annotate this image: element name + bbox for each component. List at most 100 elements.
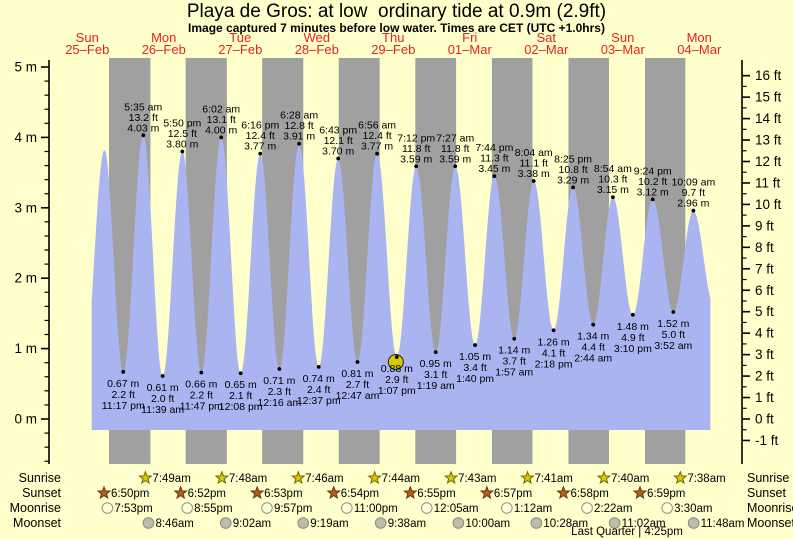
moonset-icon bbox=[452, 517, 465, 529]
low-tide-label: 1.52 m bbox=[657, 318, 689, 330]
low-tide-label: 2:44 am bbox=[574, 353, 612, 365]
low-tide-label: 2.2 ft bbox=[190, 390, 213, 402]
moonrise-icon bbox=[581, 502, 593, 514]
astro-time-label: 6:57pm bbox=[494, 488, 532, 500]
high-tide-label: 7:12 pm bbox=[397, 132, 435, 144]
day-date-label: 25–Feb bbox=[65, 42, 109, 57]
moonset-icon bbox=[219, 517, 232, 529]
low-tide-label: 1.26 m bbox=[538, 336, 570, 348]
sunrise-icon bbox=[520, 470, 535, 485]
moonrise-icon bbox=[341, 502, 353, 514]
low-tide-dot bbox=[671, 310, 676, 314]
day-name-label: Tue bbox=[229, 30, 251, 45]
low-tide-label: 11:17 pm bbox=[102, 400, 145, 412]
right-tick-label: 11 ft bbox=[755, 175, 781, 190]
high-tide-label: 6:16 pm bbox=[241, 120, 279, 132]
low-tide-label: 1.48 m bbox=[617, 321, 649, 333]
low-tide-dot bbox=[473, 343, 477, 347]
low-tide-dot bbox=[355, 360, 360, 364]
moonset-icon bbox=[530, 517, 543, 529]
right-tick-label: 14 ft bbox=[755, 111, 782, 126]
astro-time-label: 10:00am bbox=[465, 518, 510, 530]
high-tide-label: 12.1 ft bbox=[324, 135, 353, 147]
high-tide-label: 11.3 ft bbox=[480, 153, 508, 165]
right-tick-label: 1 ft bbox=[755, 390, 774, 405]
moonset-icon bbox=[297, 517, 310, 529]
high-tide-label: 6:02 am bbox=[202, 103, 240, 115]
day-date-label: 03–Mar bbox=[601, 42, 646, 57]
astro-time-label: 6:52pm bbox=[188, 488, 226, 500]
high-tide-label: 5:50 pm bbox=[163, 117, 201, 129]
moonrise-icon bbox=[101, 502, 114, 514]
high-tide-dot bbox=[610, 195, 615, 200]
astro-time-label: 7:49am bbox=[152, 473, 190, 485]
sunset-icon bbox=[96, 485, 112, 500]
day-name-label: Mon bbox=[151, 30, 176, 45]
left-tick-label: 1 m bbox=[14, 341, 37, 356]
moonrise-icon bbox=[501, 502, 513, 514]
low-tide-label: 3:10 pm bbox=[614, 343, 652, 355]
sunset-icon bbox=[173, 485, 188, 500]
moonrise-icon bbox=[261, 502, 273, 514]
high-tide-label: 8:04 am bbox=[515, 147, 553, 159]
astro-time-label: 12:05am bbox=[434, 503, 479, 515]
low-tide-dot bbox=[238, 371, 243, 376]
astro-row-label-left: Moonrise bbox=[10, 501, 61, 515]
astro-time-label: 6:55pm bbox=[417, 488, 455, 500]
high-tide-label: 6:28 am bbox=[280, 110, 318, 122]
high-tide-label: 2.96 m bbox=[677, 198, 709, 210]
high-tide-label: 11.8 ft bbox=[441, 143, 469, 155]
high-tide-dot bbox=[258, 151, 263, 156]
low-tide-label: 4.4 ft bbox=[582, 342, 605, 354]
high-tide-label: 10.2 ft bbox=[638, 176, 667, 188]
high-tide-dot bbox=[180, 149, 185, 154]
day-date-label: 02–Mar bbox=[524, 42, 569, 57]
sunset-icon bbox=[556, 485, 571, 500]
low-tide-label: 2.7 ft bbox=[346, 379, 369, 391]
astro-time-label: 6:54pm bbox=[341, 488, 379, 500]
sunset-icon bbox=[326, 485, 341, 500]
astro-time-label: 8:46am bbox=[155, 518, 193, 530]
high-tide-label: 3.70 m bbox=[322, 146, 354, 158]
moonset-icon bbox=[374, 517, 387, 529]
high-tide-label: 8:54 am bbox=[594, 163, 632, 175]
high-tide-dot bbox=[571, 185, 575, 190]
astro-time-label: 6:59pm bbox=[647, 488, 685, 500]
low-tide-label: 2.4 ft bbox=[307, 384, 330, 396]
astro-row-label-left: Sunrise bbox=[19, 471, 61, 485]
high-tide-label: 10.3 ft bbox=[598, 174, 627, 186]
high-tide-dot bbox=[336, 156, 341, 161]
low-tide-label: 1.34 m bbox=[577, 331, 609, 343]
astro-time-label: 11:02am bbox=[622, 518, 666, 530]
chart-subtitle: Image captured 7 minutes before low wate… bbox=[188, 21, 605, 35]
high-tide-label: 3.15 m bbox=[597, 184, 629, 196]
moonset-icon bbox=[687, 517, 700, 529]
low-tide-label: 2.0 ft bbox=[151, 393, 174, 405]
astro-time-label: 3:30am bbox=[674, 503, 712, 515]
sunrise-icon bbox=[291, 470, 306, 485]
day-date-label: 27–Feb bbox=[218, 42, 262, 57]
high-tide-dot bbox=[691, 208, 696, 213]
low-tide-label: 4.1 ft bbox=[542, 347, 565, 359]
right-tick-label: 5 ft bbox=[755, 304, 774, 319]
low-tide-label: 2.2 ft bbox=[112, 389, 135, 401]
sunrise-icon bbox=[673, 470, 688, 485]
right-tick-label: 4 ft bbox=[755, 326, 774, 341]
low-tide-label: 3.1 ft bbox=[424, 369, 447, 381]
low-tide-label: 2:18 pm bbox=[535, 358, 573, 370]
low-tide-label: 0.66 m bbox=[185, 379, 217, 391]
low-tide-label: 3:52 am bbox=[654, 340, 692, 352]
left-tick-label: 4 m bbox=[14, 130, 37, 145]
astro-time-label: 6:58pm bbox=[570, 488, 608, 500]
astro-row-label-right: Sunrise bbox=[747, 471, 789, 485]
high-tide-label: 5:35 am bbox=[124, 101, 162, 113]
astro-rows: Sunrise Sunrise 7:49am 7:48am 7:46am 7:44am 7:… bbox=[10, 470, 793, 538]
astro-time-label: 2:22am bbox=[594, 503, 632, 515]
astro-time-label: 1:12am bbox=[514, 503, 552, 515]
high-tide-dot bbox=[375, 151, 379, 156]
high-tide-label: 3.80 m bbox=[166, 138, 198, 150]
astro-time-label: 11:00pm bbox=[354, 503, 398, 515]
high-tide-label: 3.45 m bbox=[478, 163, 510, 175]
low-tide-label: 0.71 m bbox=[263, 375, 295, 387]
